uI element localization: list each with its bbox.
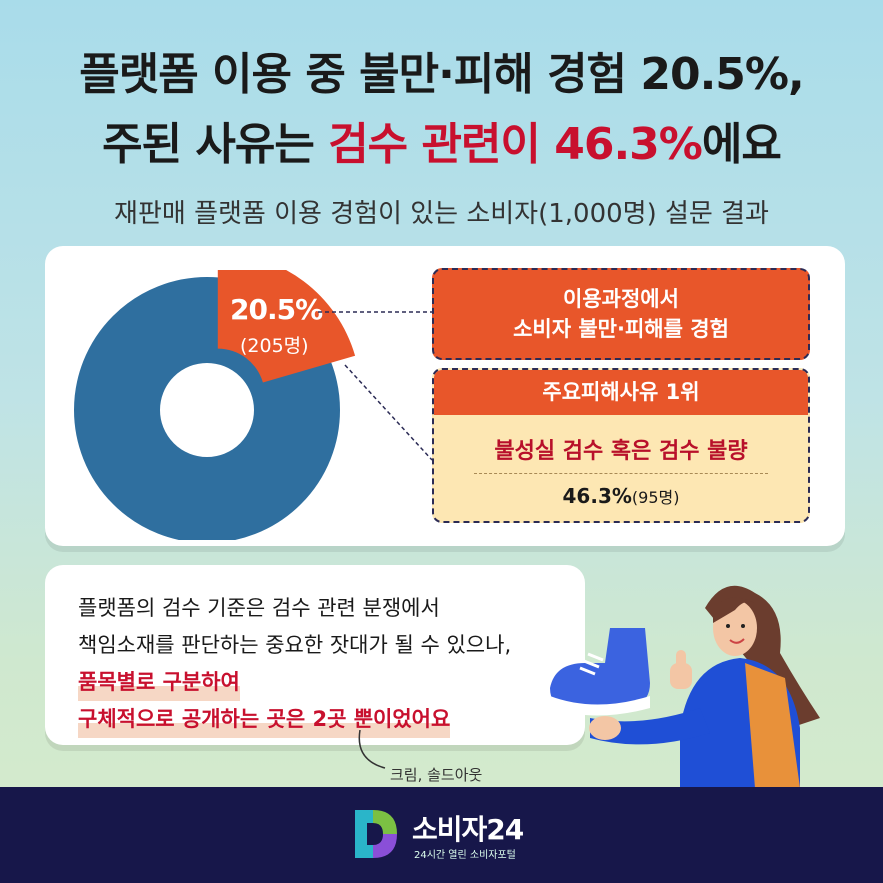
experience-box: 이용과정에서 소비자 불만·피해를 경험	[432, 268, 810, 360]
person-holding-shoe-illustration	[550, 585, 820, 788]
note-highlight2: 구체적으로 공개하는 곳은 2곳 뿐이었어요	[78, 701, 451, 738]
top-reason-value: 46.3%	[562, 484, 632, 508]
top-reason-value-row: 46.3%(95명)	[434, 484, 808, 508]
slice-percent-label: 20.5%	[230, 293, 323, 326]
connector-line-bottom	[344, 364, 433, 461]
headline-line1: 플랫폼 이용 중 불만·피해 경험 20.5%,	[79, 49, 804, 100]
note-line2: 책임소재를 판단하는 중요한 잣대가 될 수 있으나,	[78, 633, 512, 657]
experience-line1: 이용과정에서	[563, 287, 679, 311]
note-line1: 플랫폼의 검수 기준은 검수 관련 분쟁에서	[78, 596, 440, 620]
consumer24-logo-icon	[355, 810, 397, 858]
headline-line2: 주된 사유는 검수 관련이 46.3%에요	[0, 108, 883, 172]
brand-credit: 크림, 솔드아웃	[390, 766, 483, 784]
note-text: 플랫폼의 검수 기준은 검수 관련 분쟁에서 책임소재를 판단하는 중요한 잣대…	[78, 590, 511, 738]
experience-line2: 소비자 불만·피해를 경험	[513, 317, 729, 341]
donut-chart	[74, 270, 356, 540]
top-reason-box: 주요피해사유 1위 불성실 검수 혹은 검수 불량 46.3%(95명)	[432, 368, 810, 523]
headline-line2-suffix: 에요	[701, 119, 782, 170]
headline-line2-prefix: 주된 사유는	[102, 119, 329, 170]
slice-count-label: (205명)	[240, 335, 309, 357]
brand-name: 소비자24	[412, 813, 524, 846]
brand-tagline: 24시간 열린 소비자포털	[414, 850, 516, 861]
note-highlight1: 품목별로 구분하여	[78, 664, 240, 701]
top-reason-text: 불성실 검수 혹은 검수 불량	[494, 439, 748, 464]
donut-base-ring	[74, 277, 340, 540]
top-reason-header: 주요피해사유 1위	[434, 370, 808, 415]
donut-slice	[217, 270, 356, 383]
top-reason-divider	[474, 473, 768, 474]
footer-bar	[0, 787, 883, 883]
top-reason-count: (95명)	[631, 488, 680, 507]
credit-pointer	[358, 730, 386, 769]
subtitle: 재판매 플랫폼 이용 경험이 있는 소비자(1,000명) 설문 결과	[114, 199, 769, 229]
headline-line2-highlight: 검수 관련이 46.3%	[328, 119, 703, 170]
